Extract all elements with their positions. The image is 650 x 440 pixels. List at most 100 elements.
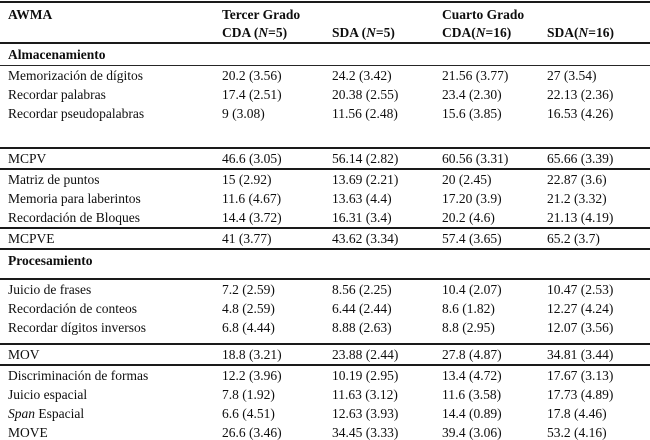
column-header-n-italic: N: [475, 25, 486, 40]
blank-row: [0, 123, 650, 147]
cell-value: 12.2 (3.96): [222, 368, 282, 383]
cell-value: 15.6 (3.85): [442, 106, 502, 121]
section-title: Almacenamiento: [8, 47, 106, 62]
cell-value: 8.8 (2.95): [442, 320, 495, 335]
cell-value: 20.38 (2.55): [332, 87, 399, 102]
cell-value: 11.63 (3.12): [332, 387, 398, 402]
table-row-matriz-de-puntos: Matriz de puntos 15 (2.92) 13.69 (2.21) …: [0, 170, 650, 189]
row-label: MCPVE: [8, 231, 55, 246]
cell-value: 16.31 (3.4): [332, 210, 392, 225]
table-row-memorizacion-digitos: Memorización de dígitos 20.2 (3.56) 24.2…: [0, 66, 650, 85]
cell-value: 11.56 (2.48): [332, 106, 398, 121]
table-row-recordar-palabras: Recordar palabras 17.4 (2.51) 20.38 (2.5…: [0, 85, 650, 104]
cell-value: 10.47 (2.53): [547, 282, 614, 297]
table-row-recordar-pseudopalabras: Recordar pseudopalabras 9 (3.08) 11.56 (…: [0, 104, 650, 123]
cell-value: 39.4 (3.06): [442, 425, 502, 440]
section-title: Procesamiento: [8, 253, 93, 268]
row-label-italic-part: Span: [8, 406, 35, 421]
cell-value: 8.56 (2.25): [332, 282, 392, 297]
cell-value: 34.81 (3.44): [547, 347, 614, 362]
section-header-almacenamiento: Almacenamiento: [0, 44, 650, 66]
column-header-text: CDA (: [222, 25, 259, 40]
row-label: Juicio espacial: [8, 387, 88, 402]
table-row-span-espacial: Span Espacial 6.6 (4.51) 12.63 (3.93) 14…: [0, 404, 650, 423]
table-row-mov: MOV 18.8 (3.21) 23.88 (2.44) 27.8 (4.87)…: [0, 343, 650, 366]
cell-value: 10.4 (2.07): [442, 282, 502, 297]
table-header-row-groups: AWMA Tercer Grado Cuarto Grado: [0, 3, 650, 23]
cell-value: 14.4 (0.89): [442, 406, 502, 421]
cell-value: 20.2 (3.56): [222, 68, 282, 83]
cell-value: 41 (3.77): [222, 231, 272, 246]
row-label: Recordación de conteos: [8, 301, 137, 316]
column-header-n-italic: N: [366, 25, 376, 40]
row-label: MOVE: [8, 425, 48, 440]
column-header-text: =5): [375, 25, 395, 40]
cell-value: 17.67 (3.13): [547, 368, 614, 383]
cell-value: 34.45 (3.33): [332, 425, 399, 440]
cell-value: 23.4 (2.30): [442, 87, 502, 102]
row-label: Matriz de puntos: [8, 172, 100, 187]
table-header-row-columns: CDA (N=5) SDA (N=5) CDA(N=16) SDA(N=16): [0, 23, 650, 44]
cell-value: 8.6 (1.82): [442, 301, 495, 316]
table-row-recordar-digitos-inversos: Recordar dígitos inversos 6.8 (4.44) 8.8…: [0, 318, 650, 337]
table-row-memoria-laberintos: Memoria para laberintos 11.6 (4.67) 13.6…: [0, 189, 650, 208]
cell-value: 12.07 (3.56): [547, 320, 614, 335]
row-label: Memorización de dígitos: [8, 68, 143, 83]
cell-value: 22.13 (2.36): [547, 87, 614, 102]
cell-value: 7.8 (1.92): [222, 387, 275, 402]
table-row-juicio-de-frases: Juicio de frases 7.2 (2.59) 8.56 (2.25) …: [0, 280, 650, 299]
cell-value: 57.4 (3.65): [442, 231, 502, 246]
cell-value: 17.4 (2.51): [222, 87, 282, 102]
column-header-n-italic: N: [578, 25, 589, 40]
row-label: Juicio de frases: [8, 282, 92, 297]
column-header-text: =5): [268, 25, 288, 40]
column-header-text: SDA (: [332, 25, 367, 40]
cell-value: 21.13 (4.19): [547, 210, 614, 225]
row-label: Recordar pseudopalabras: [8, 106, 145, 121]
cell-value: 11.6 (3.58): [442, 387, 502, 402]
column-header-text: SDA(: [547, 25, 579, 40]
column-group-cuarto-grado: Cuarto Grado: [442, 7, 525, 22]
table-row-discriminacion-formas: Discriminación de formas 12.2 (3.96) 10.…: [0, 366, 650, 385]
cell-value: 15 (2.92): [222, 172, 272, 187]
cell-value: 21.56 (3.77): [442, 68, 509, 83]
column-header-cda-n5: CDA (N=5): [222, 25, 332, 40]
cell-value: 56.14 (2.82): [332, 151, 399, 166]
table-row-recordacion-conteos: Recordación de conteos 4.8 (2.59) 6.44 (…: [0, 299, 650, 318]
cell-value: 20 (2.45): [442, 172, 492, 187]
cell-value: 53.2 (4.16): [547, 425, 607, 440]
cell-value: 21.2 (3.32): [547, 191, 607, 206]
table-row-mcpv: MCPV 46.6 (3.05) 56.14 (2.82) 60.56 (3.3…: [0, 147, 650, 170]
cell-value: 17.20 (3.9): [442, 191, 502, 206]
column-header-text: =16): [588, 25, 614, 40]
cell-value: 22.87 (3.6): [547, 172, 607, 187]
row-label: Recordar dígitos inversos: [8, 320, 146, 335]
cell-value: 27.8 (4.87): [442, 347, 502, 362]
cell-value: 9 (3.08): [222, 106, 265, 121]
cell-value: 16.53 (4.26): [547, 106, 614, 121]
column-header-sda-n5: SDA (N=5): [332, 25, 442, 40]
cell-value: 8.88 (2.63): [332, 320, 392, 335]
cell-value: 60.56 (3.31): [442, 151, 509, 166]
cell-value: 24.2 (3.42): [332, 68, 392, 83]
cell-value: 6.44 (2.44): [332, 301, 392, 316]
row-label: Span Espacial: [0, 406, 222, 421]
cell-value: 12.63 (3.93): [332, 406, 399, 421]
cell-value: 17.73 (4.89): [547, 387, 614, 402]
cell-value: 17.8 (4.46): [547, 406, 607, 421]
cell-value: 7.2 (2.59): [222, 282, 275, 297]
cell-value: 65.66 (3.39): [547, 151, 614, 166]
cell-value: 13.4 (4.72): [442, 368, 502, 383]
cell-value: 13.63 (4.4): [332, 191, 392, 206]
cell-value: 43.62 (3.34): [332, 231, 399, 246]
corner-header: AWMA: [8, 7, 53, 22]
row-label: MOV: [8, 347, 40, 362]
cell-value: 14.4 (3.72): [222, 210, 282, 225]
cell-value: 23.88 (2.44): [332, 347, 399, 362]
column-header-text: =16): [485, 25, 512, 40]
table-row-mcpve: MCPVE 41 (3.77) 43.62 (3.34) 57.4 (3.65)…: [0, 227, 650, 250]
row-label: Recordar palabras: [8, 87, 106, 102]
row-label: MCPV: [8, 151, 47, 166]
column-header-sda-n16: SDA(N=16): [547, 25, 650, 40]
